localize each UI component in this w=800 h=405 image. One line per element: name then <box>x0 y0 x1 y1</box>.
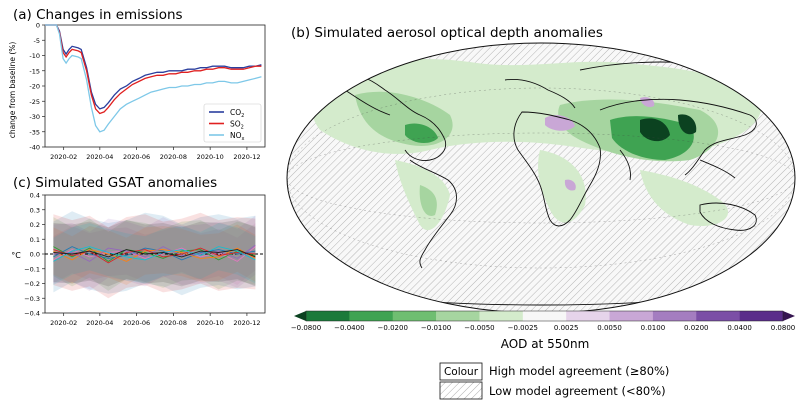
colorbar-tick-label: 0.0200 <box>684 324 709 332</box>
x-tick-label: 2020-08 <box>160 153 187 161</box>
legend-box <box>203 103 262 143</box>
y-tick-label: 0.1 <box>30 236 40 244</box>
panel-a-series <box>45 24 262 133</box>
y-tick-label: -25 <box>29 98 40 106</box>
panel-c-x-ticks: 2020-02 2020-04 2020-06 2020-08 2020-10 2020-… <box>50 313 261 327</box>
colorbar-tick-label: −0.0025 <box>508 324 538 332</box>
legend-label: SO2 <box>230 120 244 131</box>
panel-c-title: (c) Simulated GSAT anomalies <box>13 175 217 191</box>
y-tick-label: 0.2 <box>30 221 40 229</box>
legend-label: NOx <box>230 131 245 142</box>
x-tick-label: 2020-10 <box>197 153 224 161</box>
y-tick-label: -35 <box>29 128 40 136</box>
panel-b-title: (b) Simulated aerosol optical depth anom… <box>291 25 603 41</box>
legend-label: CO2 <box>230 108 244 119</box>
hatch-legend-box <box>439 381 483 400</box>
x-tick-label: 2020-08 <box>160 319 187 327</box>
x-tick-label: 2020-04 <box>86 153 113 161</box>
colorbar-bin <box>566 311 610 321</box>
colorbar-bin <box>392 311 437 321</box>
colorbar-bin <box>522 311 567 321</box>
agreement-legend: Colour High model agreement (≥80%) Low m… <box>439 362 669 400</box>
hatch-legend-label: Low model agreement (<80%) <box>489 384 666 398</box>
y-tick-label: −0.1 <box>24 265 40 273</box>
y-tick-label: -20 <box>29 83 40 91</box>
y-tick-label: -10 <box>29 52 40 60</box>
y-tick-label: -40 <box>29 144 40 152</box>
y-tick-label: −0.3 <box>24 295 40 303</box>
colour-legend-box <box>439 362 483 381</box>
colorbar-tick-label: −0.0800 <box>291 324 321 332</box>
panel-b: (b) Simulated aerosol optical depth anom… <box>286 25 796 400</box>
y-tick-label: 0.0 <box>30 251 40 259</box>
series-line <box>45 24 262 133</box>
x-tick-label: 2020-02 <box>50 153 77 161</box>
colorbar-tick-label: 0.0025 <box>554 324 579 332</box>
panel-a-y-ticks: 0 -5 -10 -15 -20 -25 -30 -35 -40 <box>29 22 45 152</box>
colorbar-tick-label: −0.0050 <box>464 324 494 332</box>
x-tick-label: 2020-02 <box>50 319 77 327</box>
colorbar: −0.0800 −0.0400 −0.0200 −0.0100 −0.0050 −0.00… <box>291 310 796 351</box>
colorbar-bin <box>696 311 740 321</box>
spread-band <box>53 224 256 285</box>
x-tick-label: 2020-12 <box>233 319 260 327</box>
y-tick-label: −0.4 <box>24 310 40 318</box>
y-tick-label: −0.2 <box>24 280 40 288</box>
series-line <box>45 24 262 110</box>
panel-c: (c) Simulated GSAT anomalies °C 0.40.30.… <box>11 175 266 327</box>
y-tick-label: 0 <box>36 22 40 30</box>
colorbar-bin <box>609 311 654 321</box>
colorbar-tick-label: −0.0200 <box>378 324 408 332</box>
series-line <box>53 249 256 258</box>
spread-band <box>53 223 256 285</box>
colorbar-tick-label: 0.0050 <box>597 324 622 332</box>
colour-legend-box-text: Colour <box>444 366 479 378</box>
colorbar-extend-right <box>783 311 795 321</box>
x-tick-label: 2020-12 <box>233 153 260 161</box>
colour-legend-label: High model agreement (≥80%) <box>489 364 669 378</box>
series-line <box>53 246 256 261</box>
series-line <box>45 24 262 115</box>
spread-band <box>53 217 256 291</box>
series-line <box>53 246 256 262</box>
panel-a: (a) Changes in emissions change from bas… <box>8 7 266 161</box>
y-tick-label: -15 <box>29 67 40 75</box>
colorbar-bin <box>349 311 394 321</box>
x-tick-label: 2020-04 <box>86 319 113 327</box>
y-tick-label: 0.3 <box>30 206 40 214</box>
panel-a-x-ticks: 2020-02 2020-04 2020-06 2020-08 2020-10 2020-… <box>50 147 261 161</box>
panel-a-ylabel: change from baseline (%) <box>8 42 17 139</box>
panel-c-ylabel: °C <box>11 251 21 260</box>
panel-a-title: (a) Changes in emissions <box>13 7 183 23</box>
x-tick-label: 2020-10 <box>197 319 224 327</box>
colorbar-tick-label: 0.0100 <box>641 324 666 332</box>
x-tick-label: 2020-06 <box>123 319 150 327</box>
graticule <box>287 87 795 269</box>
colorbar-bin <box>652 311 697 321</box>
colorbar-tick-label: 0.0400 <box>727 324 752 332</box>
colorbar-tick-label: −0.0400 <box>334 324 364 332</box>
colorbar-tick-label: −0.0100 <box>421 324 451 332</box>
y-tick-label: 0.4 <box>30 192 40 200</box>
colorbar-bin <box>306 311 350 321</box>
colorbar-label: AOD at 550nm <box>501 337 590 351</box>
colorbar-bin <box>739 311 784 321</box>
panel-c-y-ticks: 0.4 0.3 0.2 0.1 0.0 −0.1 −0.2 −0.3 −0.4 <box>24 192 45 318</box>
colorbar-bin <box>436 311 480 321</box>
colorbar-tick-label: 0.0800 <box>771 324 796 332</box>
y-tick-label: -30 <box>29 113 40 121</box>
aod-max-regions <box>640 114 697 142</box>
series-line <box>53 246 256 262</box>
colorbar-bin <box>479 311 524 321</box>
colorbar-extend-left <box>294 311 306 321</box>
y-tick-label: -5 <box>34 37 40 45</box>
spread-band <box>53 223 256 285</box>
x-tick-label: 2020-06 <box>123 153 150 161</box>
panel-c-series <box>53 244 256 264</box>
world-map <box>287 43 795 313</box>
